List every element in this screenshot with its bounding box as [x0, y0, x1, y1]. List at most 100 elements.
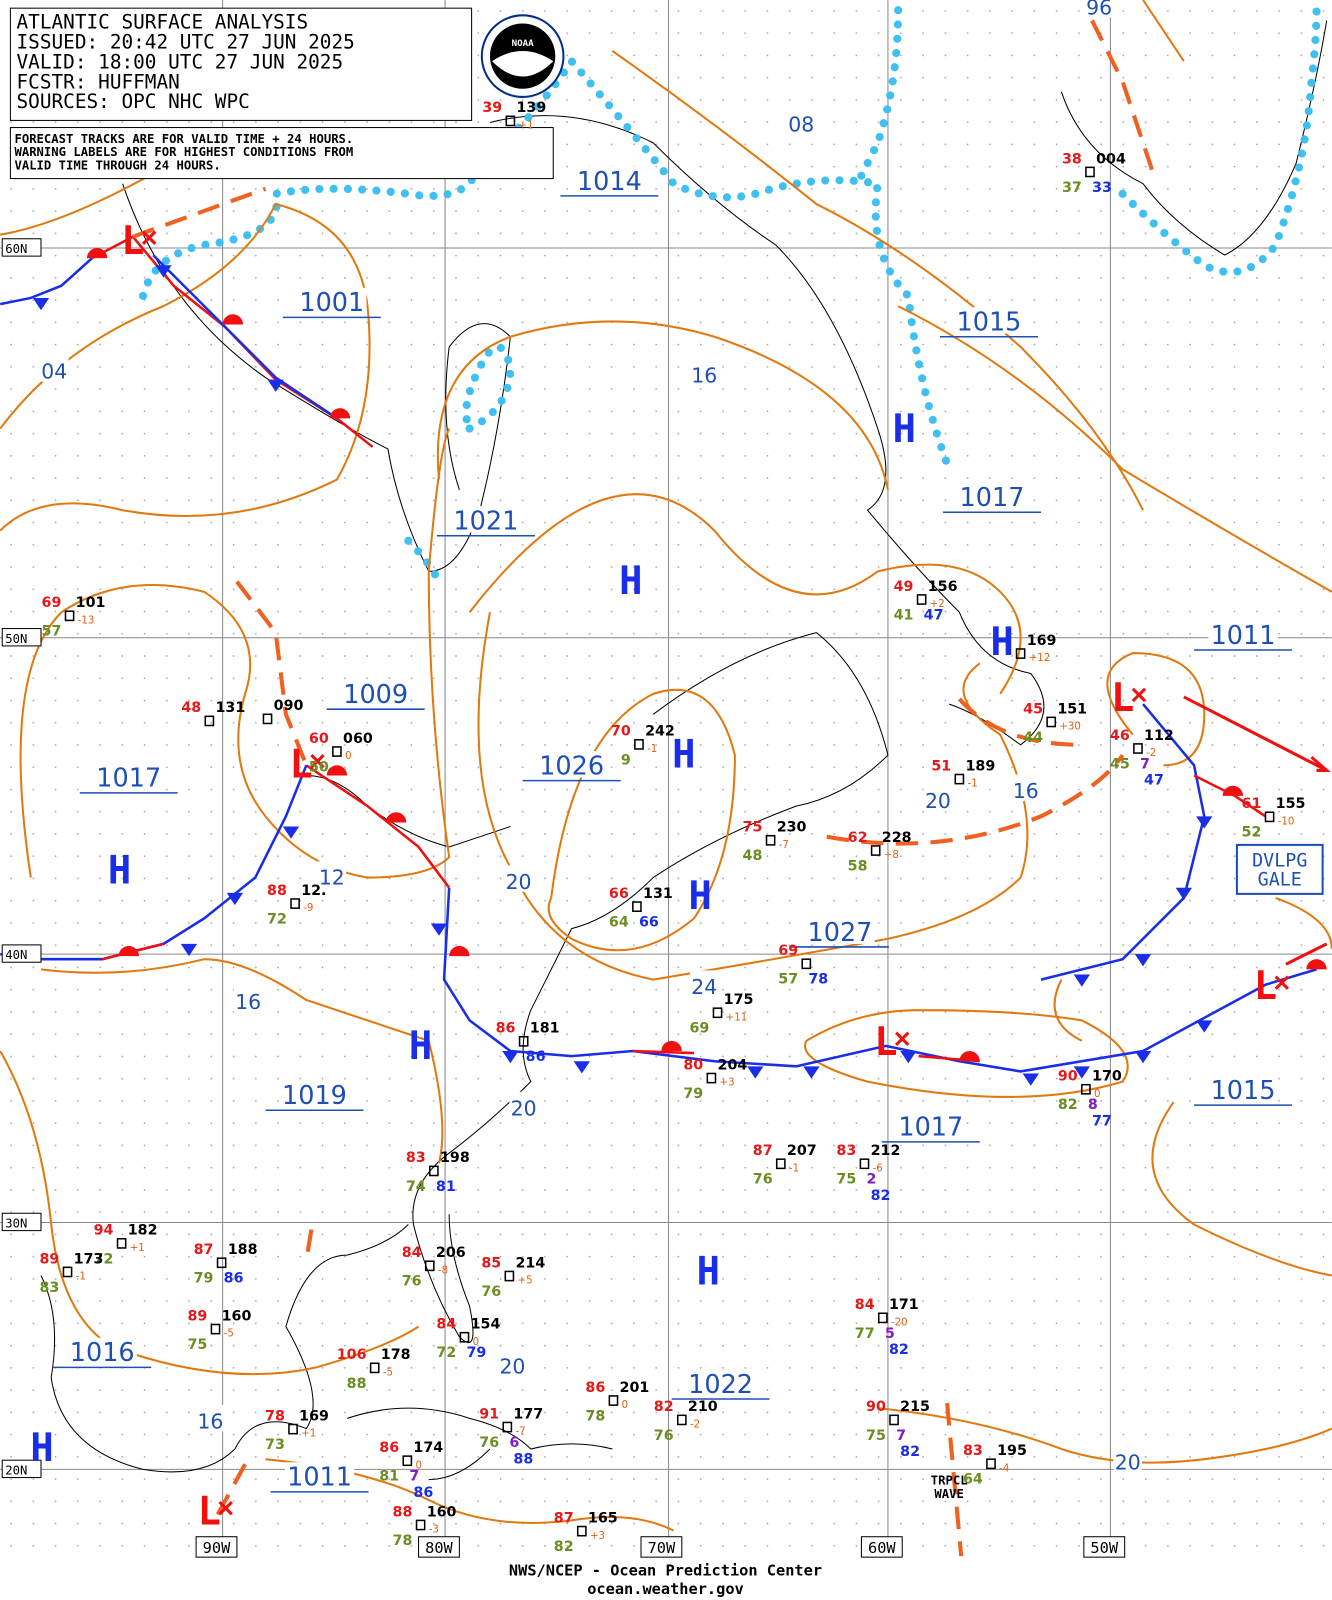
station-dewpoint: 76 [753, 1172, 773, 1188]
isobar-label-bg [689, 359, 719, 386]
station-tendency: -10 [1278, 816, 1295, 827]
isobar-label-bg [297, 287, 367, 315]
station-extra: 7 [409, 1469, 419, 1485]
lon-label: 50W [1090, 1539, 1118, 1557]
station-extra: 82 [871, 1188, 891, 1204]
station-dewpoint: 76 [402, 1274, 422, 1290]
station-pressure: 160 [222, 1308, 252, 1324]
cold-front-pip [1073, 974, 1090, 987]
station-extra: 82 [900, 1444, 920, 1460]
station-pressure: 214 [515, 1255, 545, 1271]
logo-text: NOAA [512, 38, 535, 49]
cold-front-pip [1134, 1051, 1152, 1064]
station-extra: 82 [889, 1342, 909, 1358]
station-tendency: -2 [690, 1420, 700, 1431]
station-pressure: 215 [900, 1399, 930, 1415]
station-pressure: 12. [301, 883, 326, 899]
isobar-label-bg [317, 861, 347, 888]
lon-label: 60W [868, 1539, 896, 1557]
isobar-label-bg [923, 784, 953, 812]
isobar-label-bg [94, 763, 164, 790]
isobar-label: 1022 [688, 1370, 753, 1400]
warm-front-pip [449, 945, 470, 957]
station [216, 1257, 227, 1269]
isobar-label: 1016 [70, 1338, 135, 1368]
warm-front-pip [385, 812, 407, 823]
cold-front-pip [803, 1066, 820, 1079]
isobar-label-bg [67, 1337, 137, 1365]
lon-label-box [860, 1536, 903, 1558]
station-dewpoint: 75 [836, 1172, 856, 1188]
low-x [218, 1500, 233, 1516]
station [859, 1158, 870, 1170]
station-extra: 47 [924, 607, 944, 623]
isobar-label-bg [1208, 1075, 1278, 1103]
station-pressure: 189 [965, 758, 995, 774]
lon-label-box [195, 1536, 238, 1558]
station-dewpoint: 72 [267, 911, 287, 927]
lon-label-box [1083, 1536, 1126, 1558]
station-extra: 86 [526, 1049, 546, 1065]
station-tendency: +1 [519, 121, 534, 132]
station-extra: 66 [639, 915, 659, 931]
station [576, 1525, 587, 1537]
lon-label: 90W [203, 1539, 231, 1557]
station [870, 845, 881, 856]
lon-label: 80W [425, 1539, 453, 1557]
isobar-label: 08 [788, 113, 814, 137]
station-dewpoint: 37 [1062, 180, 1082, 196]
lat-label-box [1, 944, 42, 963]
station-dewpoint: 44 [1023, 730, 1043, 746]
cold-front-pip [573, 1061, 590, 1074]
isobar-label-bg [451, 506, 521, 533]
isobar-label: 20 [506, 870, 532, 894]
header-box: NOAA [9, 7, 565, 180]
isobar-label: 1011 [1211, 621, 1276, 651]
station-tendency: -5 [224, 1329, 234, 1340]
station-pressure: 112 [1144, 728, 1174, 744]
station-pressure: 156 [928, 579, 958, 595]
station-dewpoint: 73 [265, 1437, 285, 1453]
cold-front-pip [1175, 887, 1193, 900]
station-dewpoint: 52 [1242, 825, 1262, 841]
station-extra: 86 [224, 1271, 244, 1287]
low-center: L [198, 1489, 221, 1534]
station-tendency: -1 [968, 779, 978, 790]
station [424, 1260, 435, 1272]
high-center: H [619, 559, 642, 604]
station-extra: 47 [1144, 773, 1164, 789]
station [1015, 648, 1026, 659]
high-center: H [689, 874, 712, 919]
station-dewpoint: 82 [554, 1539, 574, 1555]
station-dewpoint: 57 [42, 624, 62, 640]
lat-label: 30N [5, 1217, 27, 1231]
isobar-label: 12 [319, 866, 345, 890]
footer-agency: NWS/NCEP - Ocean Prediction Center [509, 1562, 822, 1580]
front-markers [32, 247, 1327, 1086]
station [505, 115, 516, 127]
isobar-label-bg [685, 1369, 756, 1396]
isobar-label-bg [279, 1080, 350, 1108]
station [504, 1270, 515, 1282]
station [775, 1158, 786, 1170]
station-tendency: +3 [590, 1531, 605, 1542]
station-tendency: -6 [873, 1163, 883, 1174]
warm-front-pip [326, 765, 348, 776]
station-pressure: 171 [889, 1297, 919, 1313]
station [210, 1323, 221, 1335]
station-temperature: 75 [743, 820, 763, 836]
notice-line: WARNING LABELS ARE FOR HIGHEST CONDITION… [14, 145, 353, 159]
station-dewpoint: 48 [743, 848, 763, 864]
isobar-label-bg [1011, 774, 1040, 802]
low-center: L [1111, 676, 1134, 721]
cold-front-pip [155, 265, 172, 278]
isobar-label-bg [498, 1350, 527, 1377]
station-pressure: 228 [882, 830, 912, 846]
station-pressure: 170 [1092, 1069, 1122, 1085]
station [916, 594, 927, 605]
cold-front-pip [1196, 1020, 1213, 1033]
header-line: ATLANTIC SURFACE ANALYSIS [17, 11, 309, 34]
station-tendency: -13 [78, 615, 95, 626]
station-pressure: 230 [777, 820, 807, 836]
station-pressure: 004 [1096, 151, 1126, 167]
